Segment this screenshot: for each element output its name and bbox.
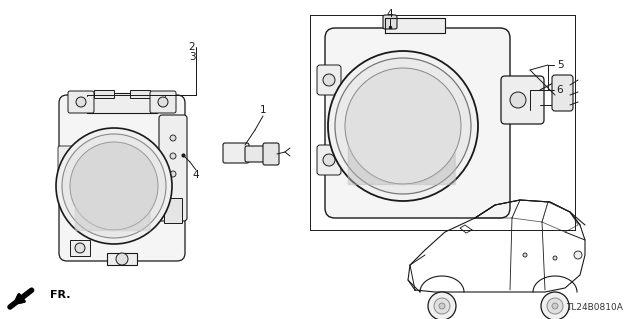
- Bar: [130, 90, 150, 98]
- Polygon shape: [385, 18, 445, 33]
- Circle shape: [335, 58, 471, 194]
- Bar: [94, 90, 114, 98]
- Circle shape: [434, 298, 450, 314]
- Circle shape: [547, 298, 563, 314]
- Text: 4: 4: [193, 170, 199, 180]
- Circle shape: [428, 292, 456, 319]
- FancyBboxPatch shape: [59, 95, 185, 261]
- Circle shape: [323, 74, 335, 86]
- Circle shape: [553, 256, 557, 260]
- Text: 2: 2: [189, 42, 195, 52]
- Circle shape: [56, 128, 172, 244]
- Text: 5: 5: [557, 60, 563, 70]
- Circle shape: [523, 253, 527, 257]
- Text: 6: 6: [557, 85, 563, 95]
- FancyBboxPatch shape: [383, 15, 397, 29]
- Bar: [164, 198, 182, 223]
- FancyBboxPatch shape: [159, 115, 187, 221]
- FancyBboxPatch shape: [58, 146, 74, 200]
- Circle shape: [70, 142, 158, 230]
- FancyBboxPatch shape: [317, 65, 341, 95]
- Circle shape: [75, 243, 85, 253]
- Circle shape: [345, 68, 461, 184]
- Circle shape: [158, 97, 168, 107]
- Circle shape: [510, 92, 526, 108]
- Circle shape: [439, 303, 445, 309]
- Circle shape: [541, 292, 569, 319]
- FancyBboxPatch shape: [245, 146, 267, 162]
- Circle shape: [116, 253, 128, 265]
- Circle shape: [323, 154, 335, 166]
- FancyBboxPatch shape: [325, 28, 510, 218]
- FancyBboxPatch shape: [68, 91, 94, 113]
- FancyBboxPatch shape: [317, 145, 341, 175]
- Bar: [70, 240, 90, 256]
- FancyBboxPatch shape: [150, 91, 176, 113]
- Circle shape: [574, 251, 582, 259]
- FancyBboxPatch shape: [501, 76, 544, 124]
- Circle shape: [170, 171, 176, 177]
- Circle shape: [552, 303, 558, 309]
- Text: 4: 4: [387, 9, 394, 19]
- Circle shape: [62, 134, 166, 238]
- Circle shape: [328, 51, 478, 201]
- Text: FR.: FR.: [50, 290, 70, 300]
- Circle shape: [170, 135, 176, 141]
- Text: TL24B0810A: TL24B0810A: [566, 303, 623, 313]
- Circle shape: [170, 153, 176, 159]
- Bar: [87, 93, 157, 113]
- Bar: [107, 253, 137, 265]
- FancyBboxPatch shape: [263, 143, 279, 165]
- FancyBboxPatch shape: [223, 143, 249, 163]
- Text: 3: 3: [189, 52, 195, 62]
- FancyBboxPatch shape: [552, 75, 573, 111]
- Text: 1: 1: [260, 105, 266, 115]
- Circle shape: [76, 97, 86, 107]
